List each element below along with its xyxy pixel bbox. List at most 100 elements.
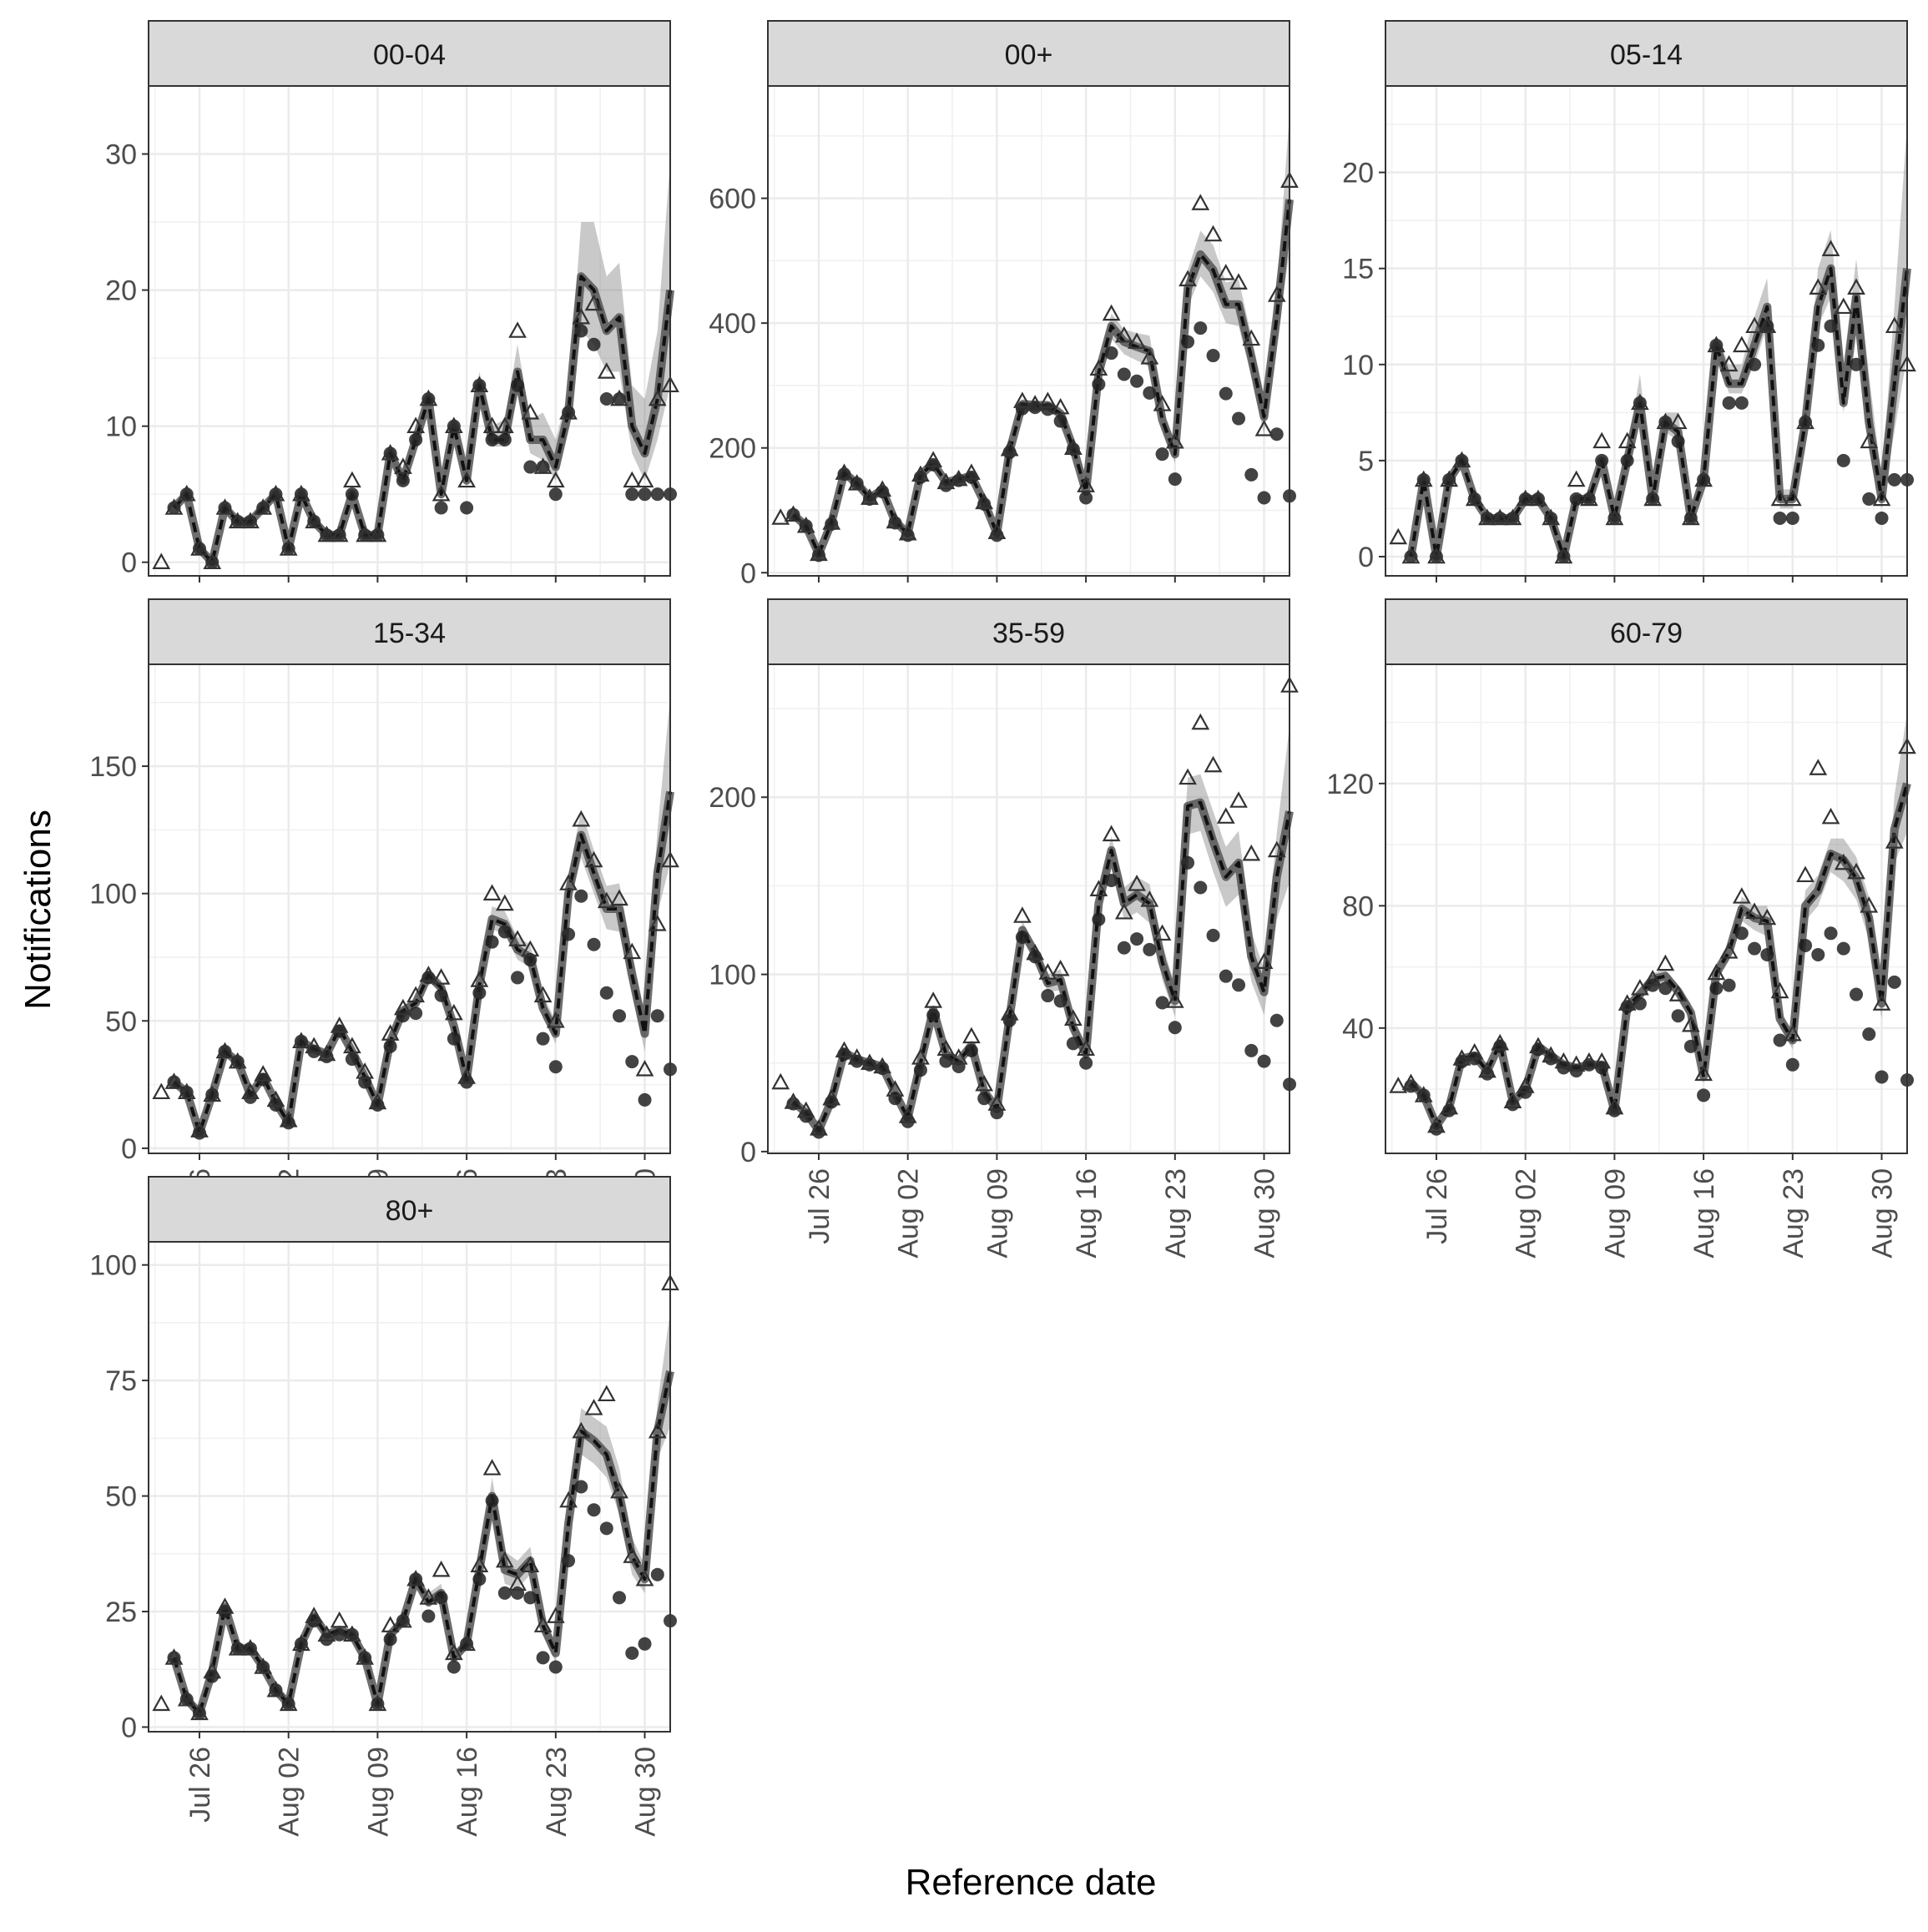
final-count-triangle [822,1088,841,1106]
final-count-triangle [1389,527,1408,545]
x-tick-label: Aug 16 [1071,1168,1103,1259]
x-tick-label: Aug 30 [1867,1168,1899,1259]
observed-point [218,1605,232,1619]
final-count-triangle [1821,807,1840,825]
final-count-triangle [1254,420,1274,436]
facet-strip-label: 80+ [386,1195,434,1227]
observed-point [1850,987,1864,1001]
final-count-triangle [1668,412,1688,430]
final-count-triangle [1668,985,1688,1001]
observed-point [1785,511,1799,525]
observed-point [1015,930,1029,944]
panel-border [1385,85,1908,577]
final-count-triangle [784,1092,803,1109]
final-count-triangle [546,1011,565,1028]
observed-point [1104,346,1118,361]
final-count-triangle [1465,1042,1484,1060]
final-count-triangle [1267,285,1286,302]
observed-point [977,1092,992,1106]
observed-point [1079,491,1093,505]
panel-border [148,663,671,1154]
final-count-triangle [1605,1097,1624,1115]
final-count-triangle [1452,451,1471,468]
final-count-triangle [1745,902,1764,919]
final-count-triangle [406,416,425,433]
observed-point [638,487,652,502]
x-tick-label: Aug 09 [982,1168,1013,1259]
final-count-triangle [432,1560,451,1577]
final-count-triangle [861,1053,879,1071]
observed-point [497,925,512,939]
final-count-triangle [470,376,489,393]
final-count-triangle [572,1421,591,1439]
final-count-triangle [1179,270,1197,287]
final-count-triangle [533,457,553,474]
final-count-triangle [1783,489,1802,507]
observed-point [650,1567,664,1581]
final-count-triangle [784,505,803,522]
final-count-triangle [254,498,273,515]
final-count-triangle [1542,508,1561,526]
final-count-triangle [987,1094,1007,1111]
final-count-triangle [1809,278,1828,295]
final-count-triangle [1631,393,1649,411]
final-count-triangle [317,525,336,542]
final-count-triangle [1656,412,1675,430]
final-count-triangle [368,1092,387,1110]
final-count-triangle [546,1607,565,1623]
final-count-triangle [1834,853,1853,870]
final-count-triangle [1465,489,1484,507]
estimate-dashed-line [1410,783,1909,1128]
final-count-triangle [1026,395,1044,411]
final-count-triangle [1216,264,1235,280]
final-count-triangle [1745,316,1764,334]
final-count-triangle [343,1037,361,1054]
final-count-triangle [1694,470,1713,487]
final-count-triangle [936,1039,956,1057]
final-count-triangle [1860,896,1879,913]
observed-point [1181,855,1195,870]
final-count-triangle [648,915,667,931]
final-count-triangle [1102,825,1121,842]
observed-point [345,487,359,502]
observed-point [1079,1056,1093,1070]
final-count-triangle [228,1639,247,1656]
panel-border [1385,663,1908,1154]
final-count-triangle [419,389,438,406]
final-count-triangle [1254,952,1274,969]
observed-point [1066,1037,1080,1051]
final-count-triangle [911,465,930,482]
final-count-triangle [419,966,438,982]
observed-point [511,378,525,392]
final-count-triangle [847,1048,866,1065]
final-count-triangle [241,1639,260,1656]
observed-point [1824,319,1838,333]
observed-point [460,501,474,515]
final-count-triangle [482,1459,502,1475]
final-count-triangle [1051,397,1070,415]
observed-point [1117,367,1131,381]
observed-point [1130,932,1144,946]
final-count-triangle [1267,840,1286,858]
final-count-triangle [635,471,654,488]
final-count-triangle [343,1625,361,1642]
final-count-triangle [508,930,527,946]
observed-point [523,1591,538,1605]
observed-point [599,392,613,406]
final-count-triangle [1554,547,1573,564]
y-tick-label: 80 [1342,890,1374,922]
observed-point [1053,414,1067,428]
observed-point [1811,947,1825,961]
observed-point [888,1092,902,1106]
final-count-triangle [1191,713,1210,730]
final-count-triangle [975,1074,994,1092]
final-count-triangle [835,463,854,480]
observed-point [990,1106,1004,1120]
final-count-triangle [597,362,616,379]
observed-point [650,487,664,502]
final-count-triangle [266,484,285,502]
final-count-triangle [381,1024,400,1041]
final-count-triangle [1592,431,1612,449]
final-count-triangle [648,389,667,406]
final-count-triangle [521,1556,540,1572]
